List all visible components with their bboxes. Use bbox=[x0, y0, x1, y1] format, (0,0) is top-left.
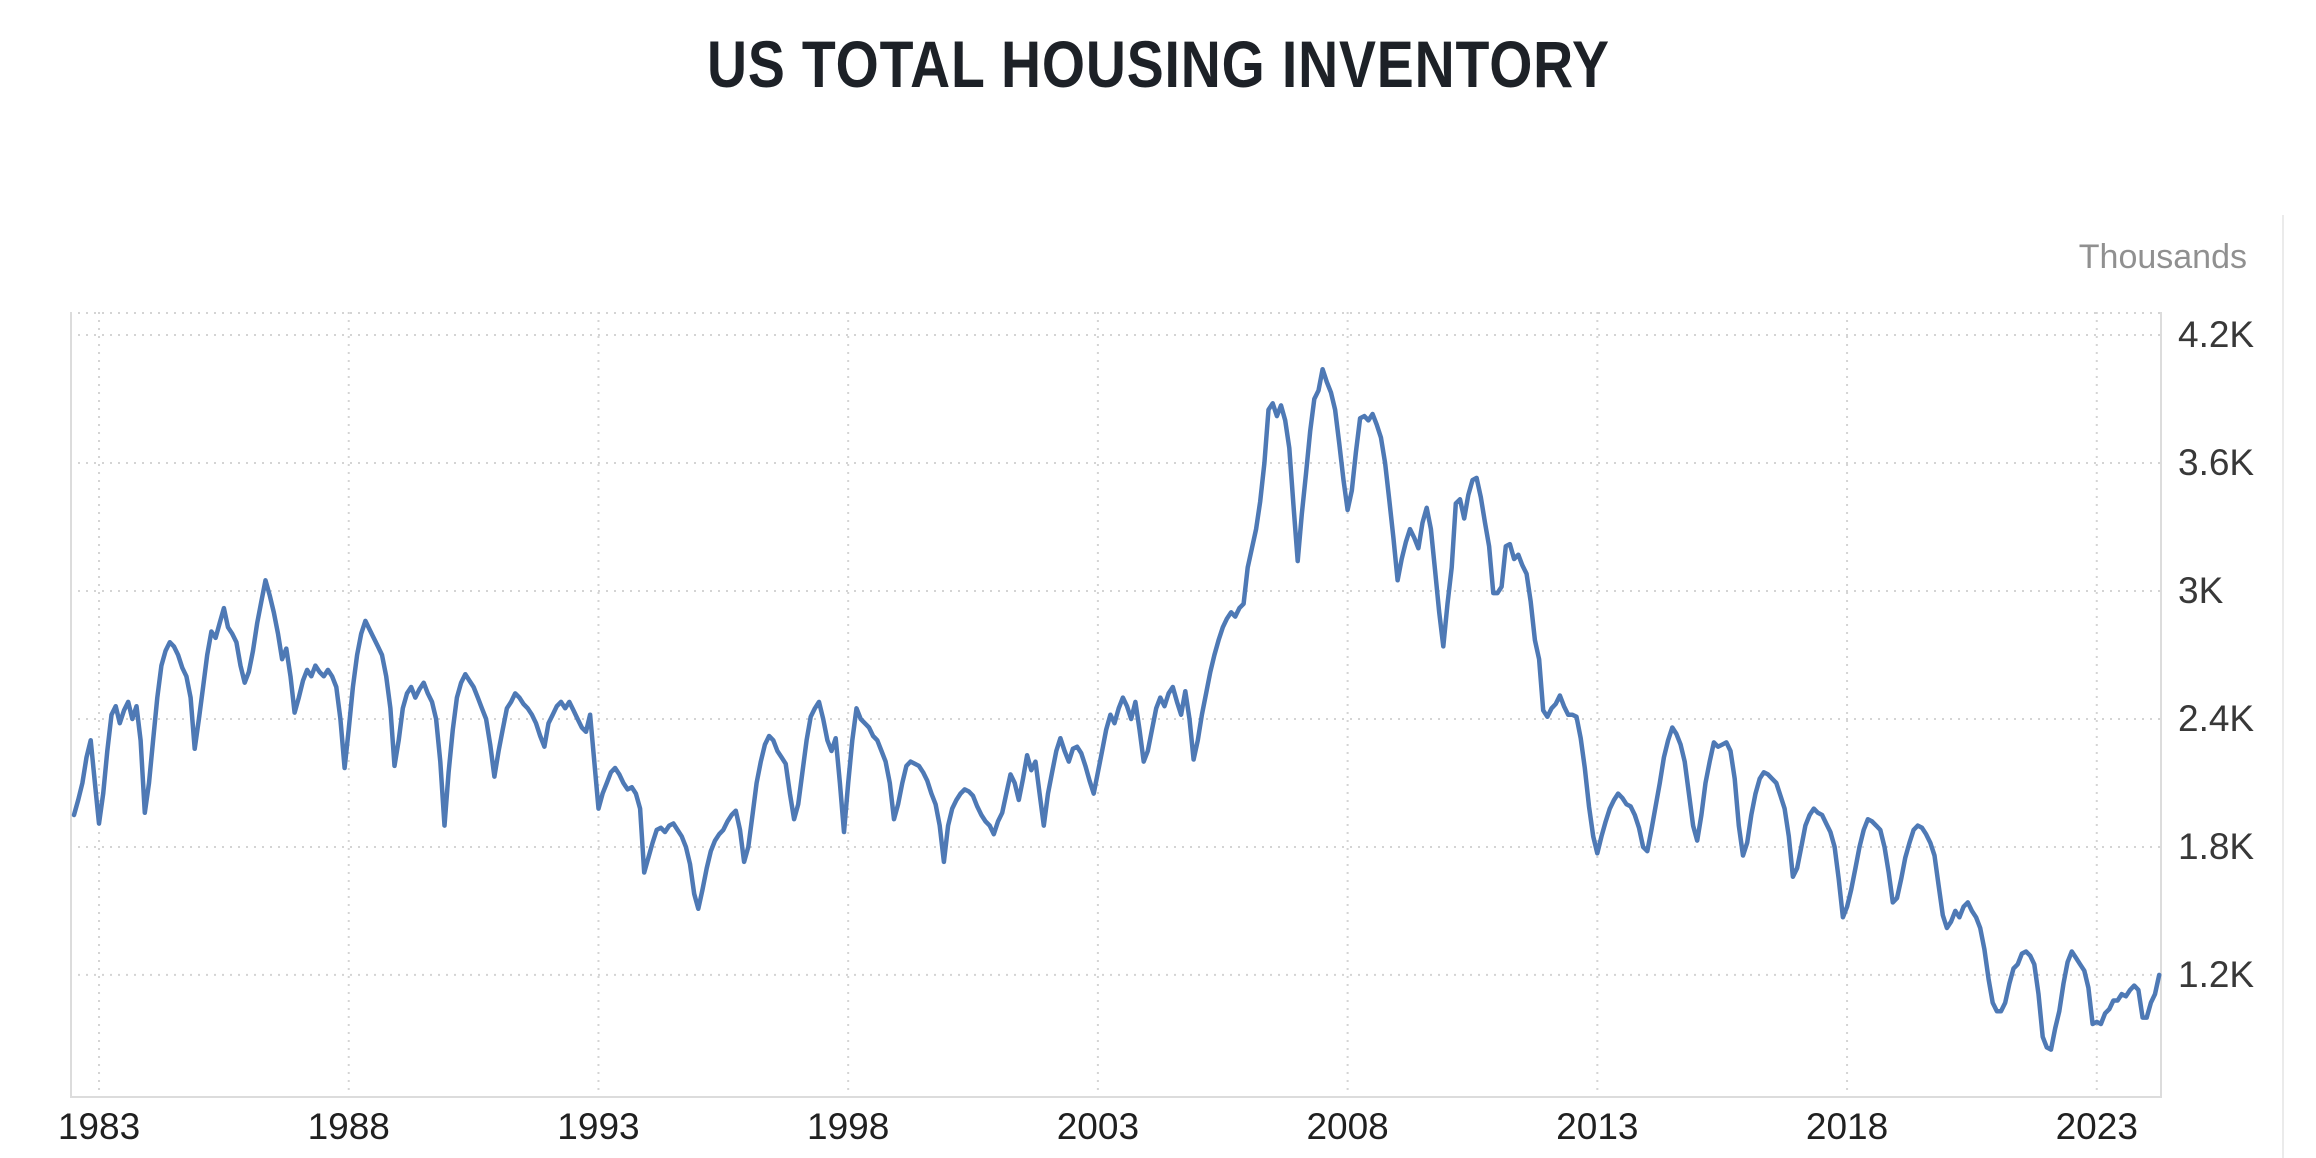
y-axis-unit-label: Thousands bbox=[2078, 238, 2247, 276]
chart-title-text: US TOTAL HOUSING INVENTORY bbox=[706, 27, 1610, 101]
x-axis-tick-label: 1998 bbox=[807, 1106, 890, 1147]
inventory-line-series bbox=[71, 366, 2162, 1052]
page-right-divider bbox=[2282, 215, 2284, 1158]
y-axis-tick-label: 1.8K bbox=[2178, 825, 2255, 867]
y-axis-tick-label: 3K bbox=[2178, 569, 2224, 611]
x-axis-tick-label: 2013 bbox=[1556, 1106, 1639, 1147]
x-axis-tick-label: 2003 bbox=[1056, 1106, 1140, 1147]
y-axis-tick-label: 3.6K bbox=[2178, 442, 2255, 483]
chart-title: US TOTAL HOUSING INVENTORY bbox=[0, 26, 2316, 102]
x-axis-tick-label: 2023 bbox=[2055, 1106, 2138, 1147]
x-axis-tick-label: 1988 bbox=[307, 1106, 390, 1147]
plot-area[interactable] bbox=[70, 312, 2162, 1098]
y-axis-tick-label: 1.2K bbox=[2178, 953, 2255, 995]
x-axis-tick-label: 1983 bbox=[57, 1106, 141, 1147]
x-axis-tick-label: 2008 bbox=[1306, 1106, 1389, 1147]
x-axis-tick-label: 2018 bbox=[1805, 1106, 1889, 1147]
y-axis-tick-label: 2.4K bbox=[2178, 697, 2255, 739]
x-axis-tick-label: 1993 bbox=[557, 1106, 640, 1147]
y-axis-tick-label: 4.2K bbox=[2178, 314, 2255, 356]
